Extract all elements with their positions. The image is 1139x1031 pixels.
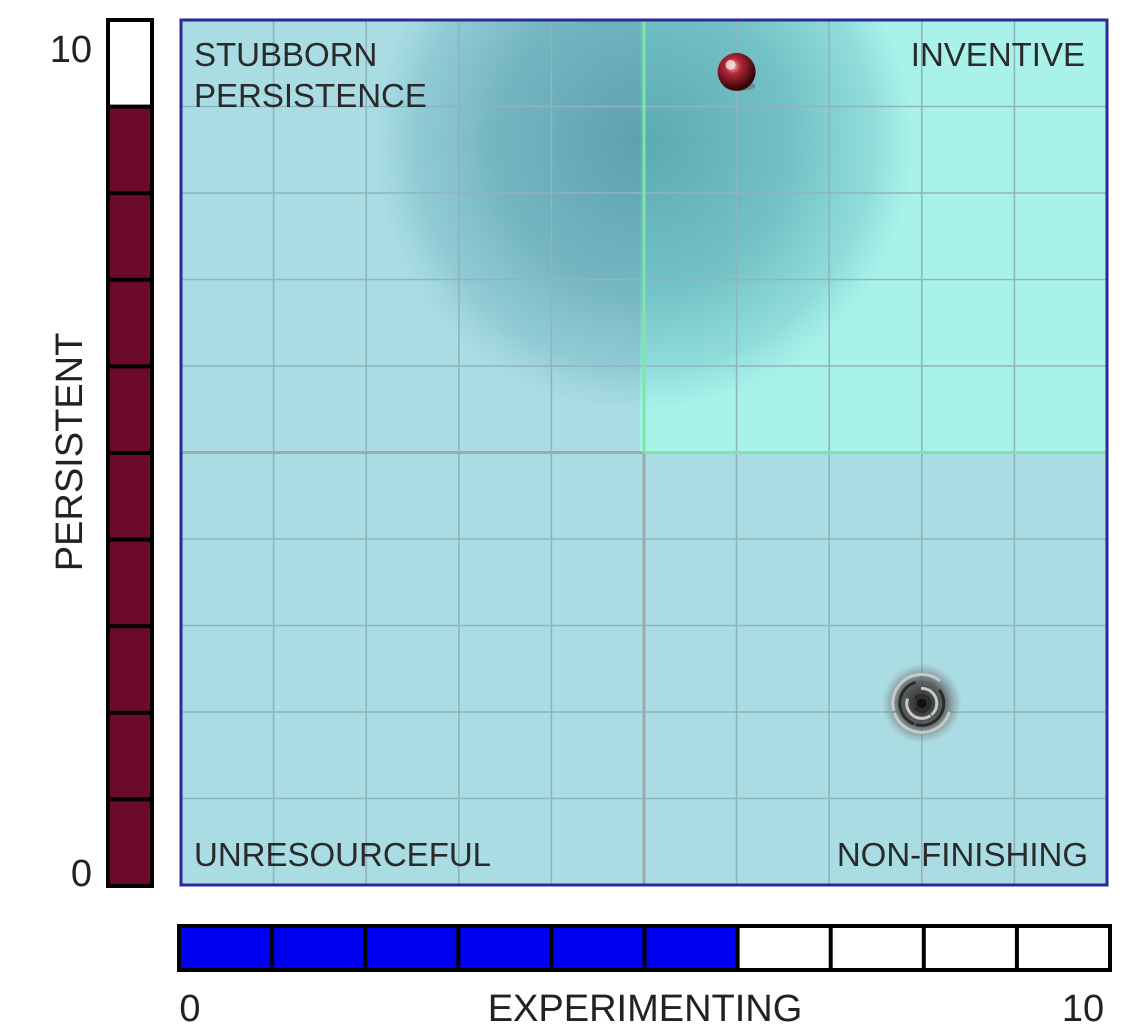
quadrant-label-non-finishing: NON-FINISHING <box>837 836 1088 873</box>
experimenting-meter-segment <box>646 928 736 968</box>
data-point-swirl <box>881 663 962 744</box>
persistent-meter-segment <box>110 628 150 711</box>
swirl-ring <box>905 686 939 720</box>
persistent-meter-segment <box>110 281 150 365</box>
ball-highlight <box>725 59 736 70</box>
experimenting-meter-segment <box>367 928 457 968</box>
y-tick-max: 10 <box>50 29 92 71</box>
persistent-meter-segment <box>110 801 150 884</box>
experimenting-meter-segment <box>925 928 1015 968</box>
data-point-ball <box>717 52 756 91</box>
persistent-meter-segment <box>110 368 150 451</box>
persistent-meter <box>106 18 154 888</box>
quadrant-label-stubborn-line2: PERSISTENCE <box>194 77 427 114</box>
plot-frame <box>179 18 1109 887</box>
quadrant-label-unresourceful: UNRESOURCEFUL <box>194 836 491 873</box>
x-tick-max: 10 <box>1062 988 1104 1030</box>
persistent-meter-segment <box>110 108 150 192</box>
experimenting-meter-segment <box>832 928 922 968</box>
swirl-ring <box>891 672 953 734</box>
persistent-meter-segment <box>110 455 150 538</box>
experimenting-meter-segment <box>1018 928 1108 968</box>
experimenting-meter-segment <box>460 928 550 968</box>
quadrant-label-stubborn-line1: STUBBORN <box>194 36 377 73</box>
persistent-meter-segment <box>110 541 150 625</box>
x-axis-label: EXPERIMENTING <box>488 988 803 1030</box>
persistent-meter-segment <box>110 714 150 798</box>
experimenting-meter-segment <box>553 928 643 968</box>
data-points <box>717 52 962 744</box>
experimenting-meter-segment <box>739 928 829 968</box>
experimenting-meter-segment <box>274 928 364 968</box>
swirl-ring <box>898 679 946 727</box>
y-axis-label: PERSISTENT <box>49 333 91 572</box>
x-tick-min: 0 <box>179 988 200 1030</box>
persistent-meter-segment <box>110 195 150 278</box>
swirl-core <box>916 698 927 709</box>
y-tick-min: 0 <box>71 853 92 895</box>
experimenting-meter <box>177 924 1112 972</box>
quadrant-label-inventive: INVENTIVE <box>911 36 1085 73</box>
experimenting-meter-segment <box>181 928 271 968</box>
swirl-ring <box>912 693 932 713</box>
persistent-meter-segment <box>110 22 150 105</box>
